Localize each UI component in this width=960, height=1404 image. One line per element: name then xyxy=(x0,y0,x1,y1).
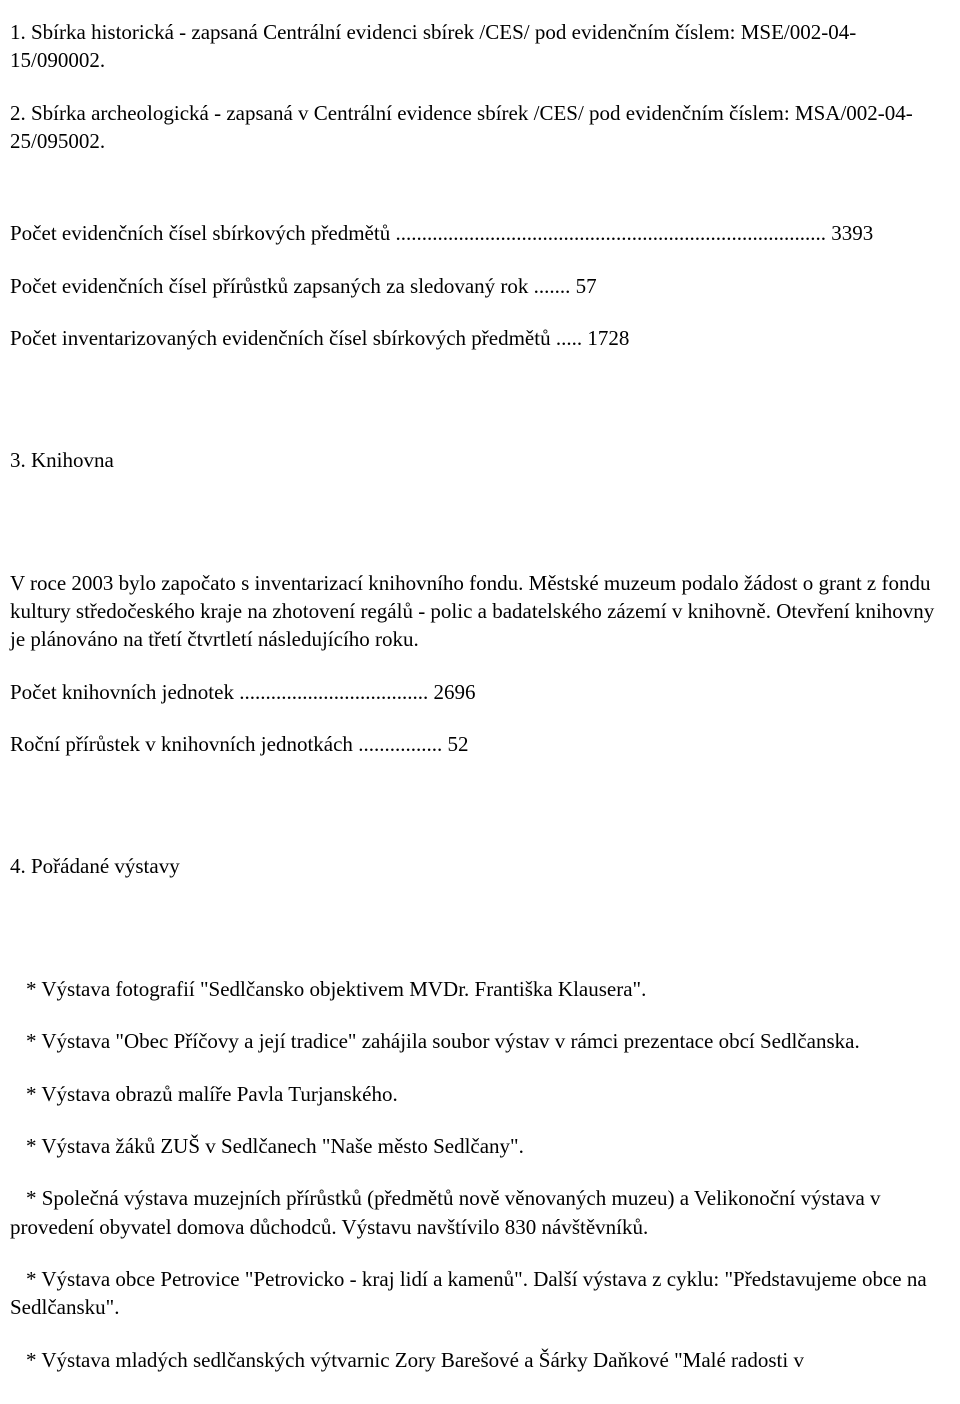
paragraph-knihovna-body: V roce 2003 bylo započato s inventarizac… xyxy=(10,569,950,654)
paragraph-sbirka-archeologicka: 2. Sbírka archeologická - zapsaná v Cent… xyxy=(10,99,950,156)
count-value: 1728 xyxy=(587,326,629,350)
count-rocni-prirustek: Roční přírůstek v knihovních jednotkách … xyxy=(10,730,950,758)
count-value: 3393 xyxy=(831,221,873,245)
dots: ..... xyxy=(556,326,588,350)
section-heading-vystavy: 4. Pořádané výstavy xyxy=(10,852,950,880)
count-knihovnich-jednotek: Počet knihovních jednotek ..............… xyxy=(10,678,950,706)
exhibit-item-2: * Výstava "Obec Příčovy a její tradice" … xyxy=(10,1027,950,1055)
count-value: 2696 xyxy=(433,680,475,704)
exhibit-item-5: * Společná výstava muzejních přírůstků (… xyxy=(10,1184,950,1241)
count-label: Počet inventarizovaných evidenčních číse… xyxy=(10,326,551,350)
dots: ........................................… xyxy=(395,221,831,245)
count-inventarizovanych: Počet inventarizovaných evidenčních číse… xyxy=(10,324,950,352)
count-label: Počet evidenčních čísel přírůstků zapsan… xyxy=(10,274,528,298)
exhibit-item-7: * Výstava mladých sedlčanských výtvarnic… xyxy=(10,1346,950,1374)
count-label: Počet evidenčních čísel sbírkových předm… xyxy=(10,221,390,245)
dots: ................ xyxy=(358,732,447,756)
exhibit-item-1: * Výstava fotografií "Sedlčansko objekti… xyxy=(10,975,950,1003)
dots: ....... xyxy=(534,274,576,298)
count-label: Počet knihovních jednotek xyxy=(10,680,234,704)
count-value: 57 xyxy=(576,274,597,298)
count-label: Roční přírůstek v knihovních jednotkách xyxy=(10,732,353,756)
count-evidencnich-cisel-predmetu: Počet evidenčních čísel sbírkových předm… xyxy=(10,219,950,247)
exhibit-item-6: * Výstava obce Petrovice "Petrovicko - k… xyxy=(10,1265,950,1322)
paragraph-sbirka-historicka: 1. Sbírka historická - zapsaná Centrální… xyxy=(10,18,950,75)
section-heading-knihovna: 3. Knihovna xyxy=(10,446,950,474)
count-value: 52 xyxy=(447,732,468,756)
exhibit-item-4: * Výstava žáků ZUŠ v Sedlčanech "Naše mě… xyxy=(10,1132,950,1160)
exhibit-item-3: * Výstava obrazů malíře Pavla Turjanskéh… xyxy=(10,1080,950,1108)
count-prirustku: Počet evidenčních čísel přírůstků zapsan… xyxy=(10,272,950,300)
dots: .................................... xyxy=(239,680,433,704)
